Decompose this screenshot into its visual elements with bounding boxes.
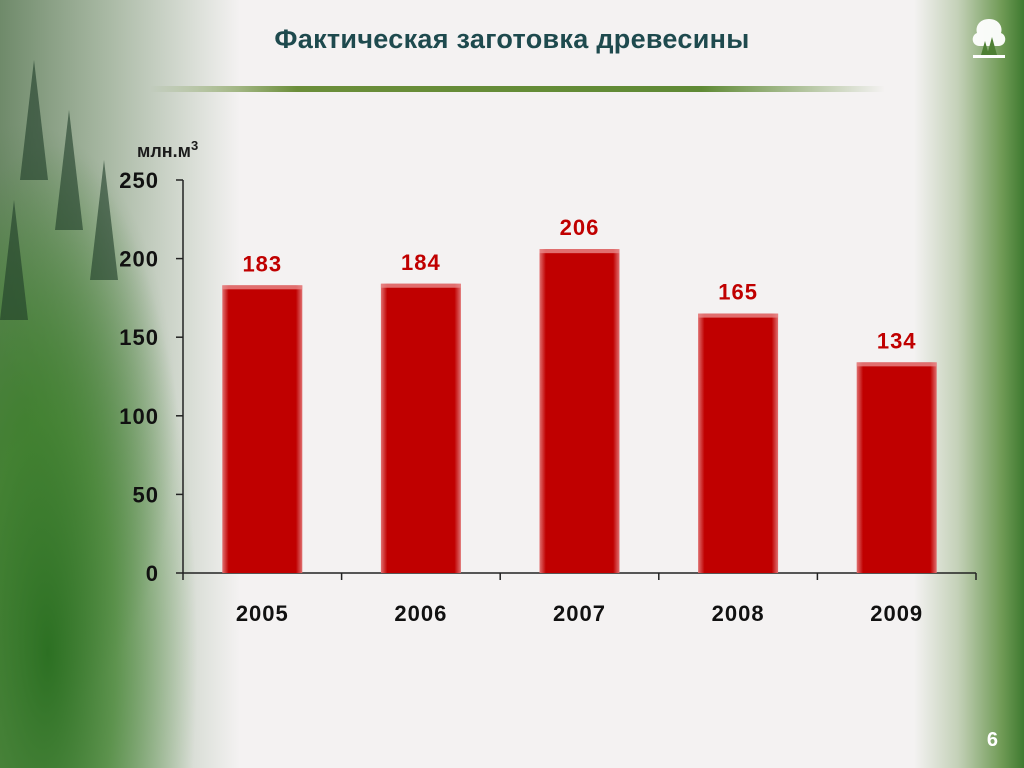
data-label-2005: 183 bbox=[242, 251, 282, 276]
x-tick-label-2009: 2009 bbox=[870, 601, 923, 626]
bar-2006 bbox=[380, 283, 461, 573]
tree-silhouette bbox=[90, 160, 118, 280]
y-tick-label: 100 bbox=[119, 404, 159, 429]
unit-text: млн.м bbox=[137, 141, 191, 161]
bar-2008 bbox=[698, 313, 779, 573]
y-tick-label: 250 bbox=[119, 168, 159, 193]
y-axis-unit-label: млн.м3 bbox=[137, 138, 198, 162]
data-label-2009: 134 bbox=[877, 328, 917, 353]
tree-silhouette bbox=[20, 60, 48, 180]
bar-top-highlight bbox=[222, 285, 303, 290]
page-number: 6 bbox=[986, 729, 998, 751]
x-tick-label-2005: 2005 bbox=[236, 601, 289, 626]
y-tick-label: 50 bbox=[133, 482, 159, 507]
y-tick-label: 0 bbox=[146, 561, 159, 586]
forest-background-image bbox=[0, 0, 240, 768]
y-tick-label: 150 bbox=[119, 325, 159, 350]
tree-silhouette bbox=[0, 200, 28, 320]
bar-2005 bbox=[222, 285, 303, 573]
data-label-2008: 165 bbox=[718, 280, 758, 305]
bar-top-highlight bbox=[539, 249, 620, 254]
data-label-2007: 206 bbox=[560, 215, 600, 240]
x-tick-label-2006: 2006 bbox=[394, 601, 447, 626]
y-tick-label: 200 bbox=[119, 247, 159, 272]
unit-superscript: 3 bbox=[190, 138, 199, 153]
x-tick-label-2008: 2008 bbox=[712, 601, 765, 626]
tree-silhouette bbox=[55, 110, 83, 230]
trees-logo-icon bbox=[966, 14, 1012, 60]
slide-title: Фактическая заготовка древесины bbox=[274, 24, 750, 54]
bar-top-highlight bbox=[856, 362, 937, 367]
title-underline bbox=[150, 86, 885, 92]
bar-top-highlight bbox=[698, 313, 779, 318]
bar-top-highlight bbox=[380, 283, 461, 288]
bar-2009 bbox=[856, 362, 937, 573]
bar-2007 bbox=[539, 249, 620, 573]
data-label-2006: 184 bbox=[401, 250, 441, 275]
x-tick-label-2007: 2007 bbox=[553, 601, 606, 626]
